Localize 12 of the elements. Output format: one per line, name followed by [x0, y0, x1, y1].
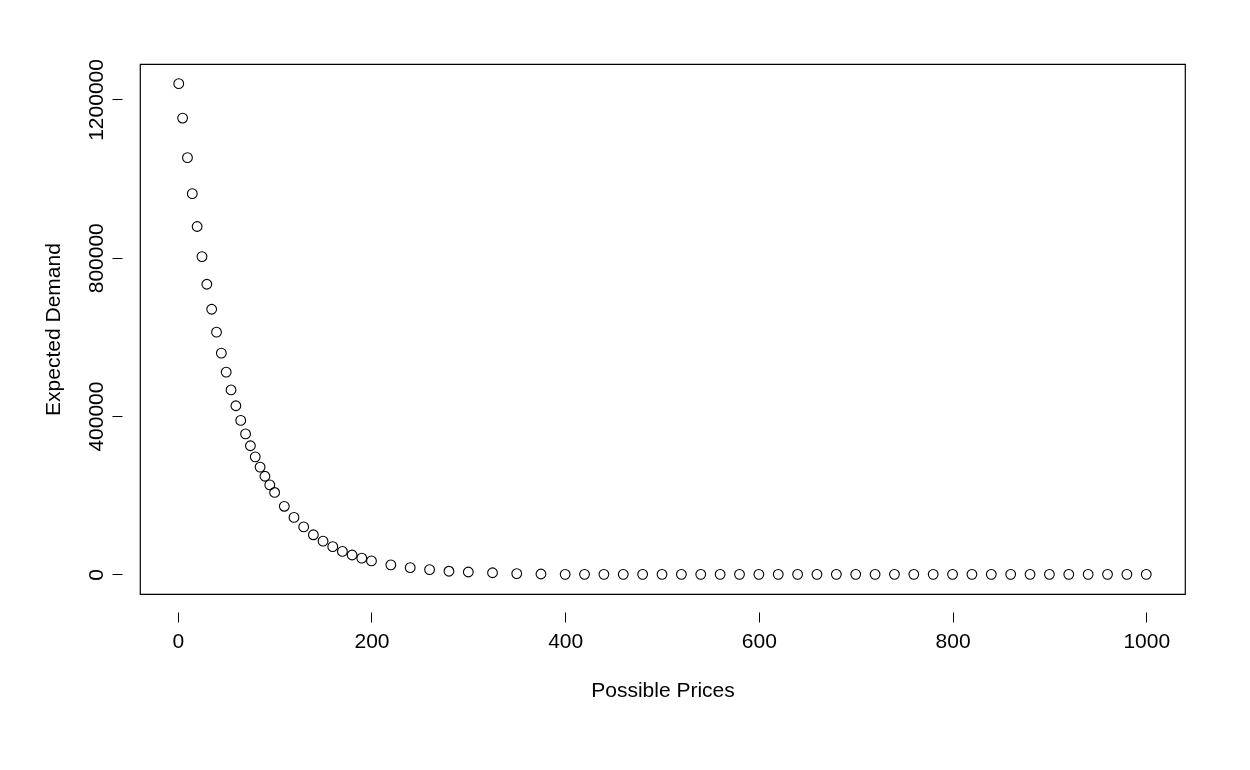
y-tick-label: 0 [83, 569, 107, 581]
x-tick-label: 600 [741, 628, 777, 652]
y-axis-title: Expected Demand [40, 243, 64, 416]
x-axis-title: Possible Prices [591, 677, 735, 701]
x-tick-label: 800 [935, 628, 971, 652]
y-tick-label: 800000 [83, 223, 107, 294]
x-tick-label: 400 [548, 628, 584, 652]
x-tick-label: 0 [172, 628, 185, 652]
y-tick-label: 400000 [83, 381, 107, 452]
x-tick-label: 200 [354, 628, 390, 652]
x-tick-label: 1000 [1123, 628, 1171, 652]
y-tick-label: 1200000 [83, 59, 107, 141]
